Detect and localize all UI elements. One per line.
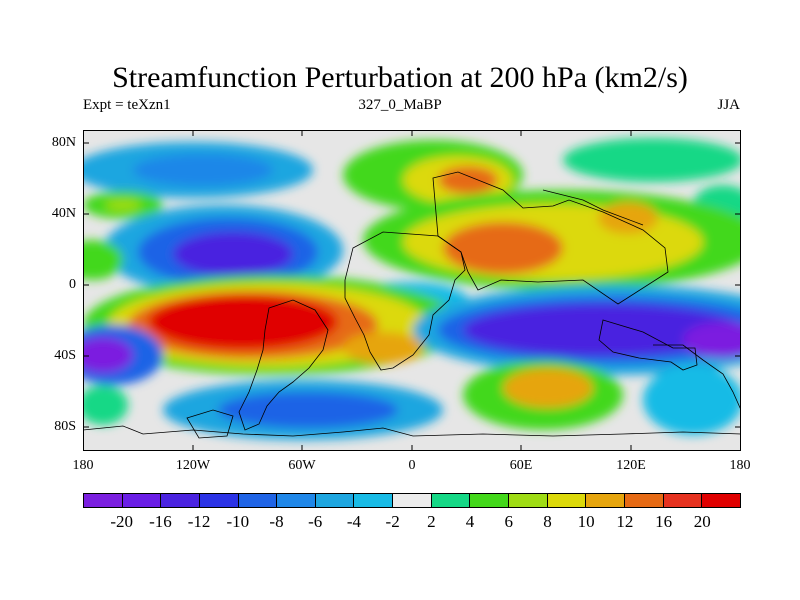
map-title: Streamfunction Perturbation at 200 hPa (…	[112, 61, 688, 94]
lat-ticks	[83, 142, 741, 428]
contour-blob	[173, 232, 293, 276]
lat-label-80n: 80N	[51, 135, 76, 150]
contour-blob	[83, 337, 133, 373]
colorbar-cell	[315, 494, 355, 507]
contour-blob	[643, 365, 741, 435]
contour-blob	[133, 154, 273, 186]
contour-blob	[463, 304, 741, 356]
coastlines	[83, 171, 741, 439]
contour-blob	[563, 138, 741, 182]
contour-blob	[83, 240, 123, 280]
lon-ticks	[192, 130, 632, 451]
colorbar-label: -8	[269, 512, 284, 531]
lat-label-40s: 40S	[54, 348, 76, 363]
colorbar-cell	[624, 494, 664, 507]
colorbar-cell	[122, 494, 162, 507]
experiment-label: Expt = teXzn1	[83, 97, 171, 113]
colorbar-cell	[702, 494, 740, 507]
colorbar-cell	[84, 494, 123, 507]
period-label: 327_0_MaBP	[358, 97, 442, 113]
colorbar-label: -20	[110, 512, 134, 531]
lon-label-60w: 60W	[288, 458, 316, 473]
contour-blob	[503, 368, 593, 408]
eurasia-coastline	[432, 171, 669, 305]
colorbar-cell	[470, 494, 510, 507]
lon-label-180e: 180	[729, 458, 751, 473]
colorbar-cell	[238, 494, 278, 507]
colorbar-cell	[547, 494, 587, 507]
contour-blob	[443, 222, 563, 274]
season-label: JJA	[717, 97, 740, 113]
colorbar-label: -2	[385, 512, 400, 531]
contour-blob	[148, 294, 338, 350]
southeast-coastline	[653, 344, 741, 411]
contour-blob	[343, 332, 423, 364]
colorbar-cell	[277, 494, 316, 507]
contour-blob	[83, 385, 128, 425]
colorbar-cell	[354, 494, 394, 507]
southern-island-coastline	[186, 409, 234, 439]
colorbar-cell	[663, 494, 703, 507]
colorbar	[83, 493, 741, 508]
colorbar-label: 8	[543, 512, 552, 531]
contour-blob	[683, 322, 741, 358]
lon-label-120w: 120W	[175, 458, 211, 473]
colorbar-label: 2	[427, 512, 436, 531]
colorbar-label: -10	[226, 512, 250, 531]
lat-label-40n: 40N	[51, 206, 76, 221]
map-panel	[83, 130, 741, 451]
contour-blob	[438, 166, 498, 194]
colorbar-label: 4	[465, 512, 475, 531]
colorbar-label: 6	[504, 512, 514, 531]
colorbar-label: -12	[187, 512, 211, 531]
contour-blob	[598, 202, 658, 234]
colorbar-label: -16	[149, 512, 172, 531]
south-america-coastline	[238, 299, 329, 431]
colorbar-label: 20	[693, 512, 711, 531]
lon-label-120e: 120E	[616, 458, 646, 473]
east-coast-coastline	[542, 189, 644, 226]
maritime-coastline	[598, 319, 698, 371]
colorbar-cell	[586, 494, 625, 507]
colorbar-cell	[431, 494, 471, 507]
antarctic-edge-coastline	[83, 425, 741, 437]
colorbar-label: 10	[577, 512, 595, 531]
colorbar-cell	[393, 494, 432, 507]
contour-blob	[105, 199, 141, 211]
lon-label-180w: 180	[72, 458, 94, 473]
lat-label-80s: 80S	[54, 419, 76, 434]
colorbar-cell	[161, 494, 200, 507]
contour-blob	[218, 392, 398, 428]
colorbar-label: 12	[616, 512, 634, 531]
colorbar-label: 16	[655, 512, 673, 531]
colorbar-label: -4	[346, 512, 362, 531]
colorbar-cell	[509, 494, 548, 507]
lon-label-0: 0	[408, 458, 416, 473]
colorbar-label: -6	[308, 512, 323, 531]
lon-label-60e: 60E	[509, 458, 533, 473]
colorbar-cell	[199, 494, 239, 507]
lat-label-0: 0	[69, 277, 76, 292]
